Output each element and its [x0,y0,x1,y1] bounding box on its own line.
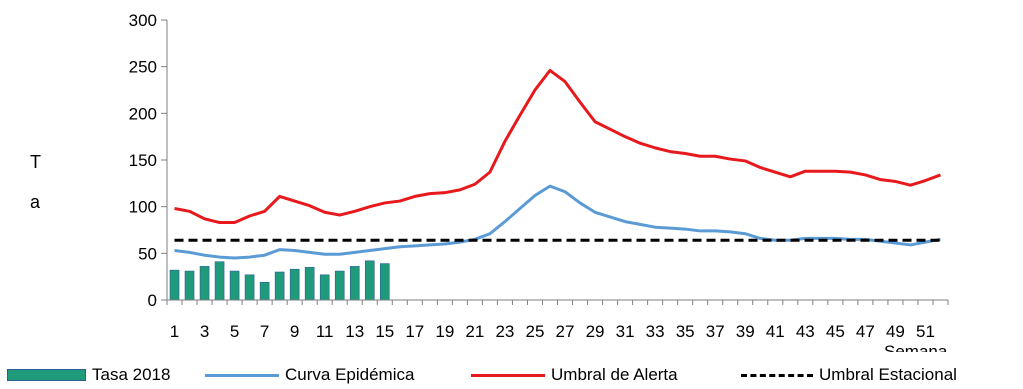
x-tick-label: 17 [405,322,424,341]
legend-label-tasa-2018: Tasa 2018 [92,365,171,384]
lines-group [174,68,942,260]
x-tick-label: 13 [345,322,364,341]
legend-item-umbral-estacional: Umbral Estacional [741,364,957,386]
y-tick-label: 200 [129,104,157,123]
y-tick-label: 100 [129,198,157,217]
y-axis-label-t: T [30,152,41,172]
bar [199,266,210,301]
x-tick-label: 49 [886,322,905,341]
bar [229,270,240,301]
x-tick-label: 21 [465,322,484,341]
x-tick-label: 5 [230,322,239,341]
x-tick-label: 43 [796,322,815,341]
bar [244,274,255,301]
bar [319,274,330,301]
x-tick-label: 7 [260,322,269,341]
bar [304,267,315,301]
x-tick-label: 19 [435,322,454,341]
x-axis-label: Semana [884,342,948,360]
legend-label-umbral-estacional: Umbral Estacional [819,365,957,384]
x-tick-label: 31 [616,322,635,341]
x-tick-label: 29 [586,322,605,341]
legend: Tasa 2018 Curva Epidémica Umbral de Aler… [0,360,1023,389]
legend-item-umbral-alerta: Umbral de Alerta [471,364,678,386]
legend-swatch-dashed-line [741,373,813,377]
x-tick-label: 9 [290,322,299,341]
bar [184,270,195,301]
bar [274,271,285,301]
x-tick-label: 1 [170,322,179,341]
bar [334,270,345,301]
bar [214,261,225,301]
x-tick-label: 37 [706,322,725,341]
x-tick-label: 51 [916,322,935,341]
x-tick-label: 39 [736,322,755,341]
y-tick-label: 300 [129,11,157,30]
x-tick-label: 35 [676,322,695,341]
x-tick-label: 27 [556,322,575,341]
legend-item-curva-epidemica: Curva Epidémica [205,364,414,386]
x-tick-label: 45 [826,322,845,341]
legend-swatch-bar [7,369,86,381]
y-axis-label-a: a [30,192,41,212]
y-tick-label: 0 [148,291,157,310]
legend-item-tasa-2018: Tasa 2018 [7,364,170,386]
legend-swatch-red-line [471,373,545,377]
bar [379,263,390,301]
axes-group [161,19,949,305]
x-tick-label: 33 [646,322,665,341]
x-tick-label: 25 [526,322,545,341]
bar [364,260,375,301]
legend-label-curva-epidemica: Curva Epidémica [285,365,415,384]
x-tick-label: 41 [766,322,785,341]
x-tick-label: 15 [375,322,394,341]
bar [349,266,360,301]
bar [289,268,300,301]
legend-label-umbral-alerta: Umbral de Alerta [551,365,678,384]
x-tick-label: 11 [316,322,334,341]
y-tick-label: 250 [129,58,157,77]
legend-swatch-blue-line [205,373,279,377]
series-line-curva-epidemica [174,184,941,260]
y-tick-label: 50 [138,244,157,263]
bar [169,269,180,301]
series-line-umbral-alerta [174,68,942,225]
x-tick-label: 47 [856,322,875,341]
x-tick-label: 23 [495,322,514,341]
x-tick-label: 3 [200,322,209,341]
bar [259,281,270,301]
y-tick-label: 150 [129,151,157,170]
bars-group [169,260,390,301]
